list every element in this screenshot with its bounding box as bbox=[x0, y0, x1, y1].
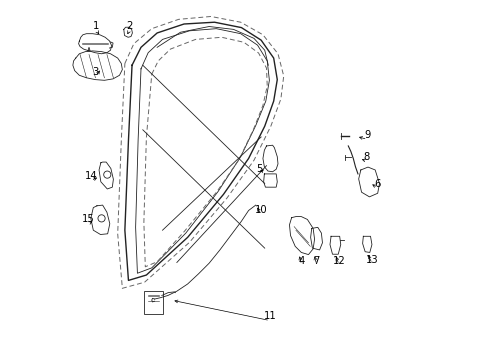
Text: 7: 7 bbox=[314, 256, 320, 266]
Text: 10: 10 bbox=[255, 206, 268, 216]
Text: 14: 14 bbox=[84, 171, 97, 181]
Text: 1: 1 bbox=[93, 21, 99, 31]
Text: 3: 3 bbox=[92, 67, 98, 77]
Text: 6: 6 bbox=[374, 179, 381, 189]
Text: 13: 13 bbox=[366, 255, 379, 265]
Text: 2: 2 bbox=[126, 21, 133, 31]
Text: 12: 12 bbox=[333, 256, 345, 266]
Text: 11: 11 bbox=[264, 311, 276, 321]
Text: 9: 9 bbox=[365, 130, 371, 140]
Text: 15: 15 bbox=[81, 215, 94, 224]
Text: 4: 4 bbox=[298, 256, 305, 266]
Text: 8: 8 bbox=[364, 152, 370, 162]
Text: 5: 5 bbox=[256, 164, 263, 174]
